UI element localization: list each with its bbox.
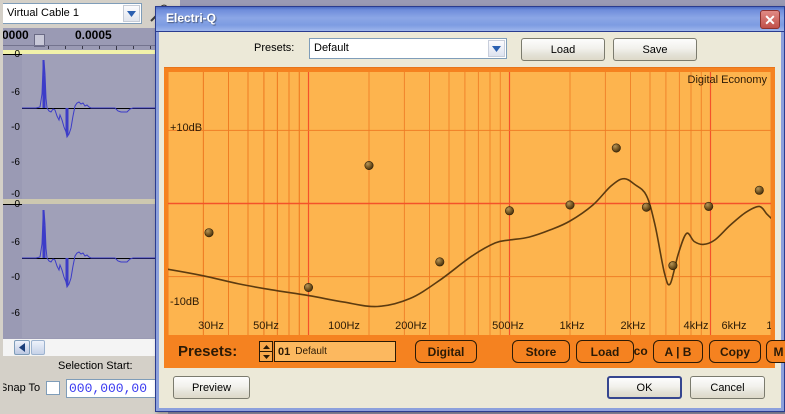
scrollbar-thumb[interactable] (31, 340, 45, 355)
eq-preset-field[interactable]: 01 Default (274, 341, 396, 362)
eq-band-handle-band-9[interactable] (668, 261, 678, 271)
cancel-button[interactable]: Cancel (690, 376, 765, 399)
eq-presets-label: Presets: (178, 343, 238, 360)
plugin-panel: Digital Economy +10dB -10dB 30Hz 50Hz 10… (164, 67, 785, 368)
host-presets-label: Presets: (254, 42, 295, 54)
chevron-down-icon[interactable] (488, 40, 505, 57)
eq-band-handle-band-8[interactable] (641, 202, 651, 212)
ok-button[interactable]: OK (607, 376, 682, 399)
x-tick-label-6khz: 6kHz (721, 320, 747, 332)
m-button[interactable]: M (766, 340, 785, 363)
channel-separator (0, 199, 168, 204)
eq-band-handle-band-7[interactable] (611, 143, 621, 153)
ruler-label-0: 0.0000 (0, 28, 29, 42)
electri-q-dialog: Electri-Q ✕ Presets: Default Load Save (155, 6, 785, 412)
chevron-down-icon[interactable] (123, 5, 140, 22)
playhead-strip (0, 50, 168, 54)
chevron-left-icon[interactable] (14, 340, 30, 355)
host-save-button[interactable]: Save (613, 38, 697, 61)
channel1-axis-label-4: -0 (11, 189, 20, 200)
channel1-axis-label-2: -0 (11, 122, 20, 133)
host-load-button[interactable]: Load (521, 38, 605, 61)
channel1-axis-label-3: -6 (11, 157, 20, 168)
eq-graph[interactable]: Digital Economy +10dB -10dB 30Hz 50Hz 10… (168, 72, 771, 335)
x-tick-label-4khz: 4kHz (683, 320, 709, 332)
load-button[interactable]: Load (576, 340, 634, 363)
x-tick-label-10khz: 10kHz (766, 320, 771, 332)
eq-preset-number: 01 (278, 345, 291, 358)
x-tick-label-100hz: 100Hz (328, 320, 360, 332)
eq-band-handle-band-10[interactable] (704, 201, 714, 211)
ruler-baseline (0, 45, 168, 46)
dialog-footer: Preview OK Cancel (159, 368, 781, 408)
eq-band-handle-band-11[interactable] (754, 185, 764, 195)
eq-response-plot[interactable] (168, 72, 771, 335)
host-presets-combo[interactable]: Default (309, 38, 507, 59)
eq-toolbar: Presets: 01 Default Digi (164, 336, 785, 368)
spinner-up-icon[interactable] (260, 342, 272, 351)
eq-band-handle-band-6[interactable] (565, 200, 575, 210)
channel2-axis-label-2: -0 (11, 272, 20, 283)
channel1-axis-label-0: 0 (14, 49, 20, 60)
x-tick-label-1khz: 1kHz (559, 320, 585, 332)
ruler-thumb[interactable] (34, 34, 45, 47)
selection-start-label: Selection Start: (58, 360, 133, 372)
close-icon[interactable]: ✕ (760, 10, 780, 29)
y-tick-label-plus10: +10dB (170, 122, 203, 134)
channel2-axis-label-0: 0 (14, 199, 20, 210)
waveform-channel-1[interactable]: 0 -6 -0 -6 -0 (0, 49, 168, 200)
copy-button[interactable]: Copy (709, 340, 761, 363)
device-combo-value: Virtual Cable 1 (7, 7, 79, 19)
store-button[interactable]: Store (512, 340, 570, 363)
spinner-down-icon[interactable] (260, 352, 272, 361)
snap-to-label: Snap To (0, 382, 41, 394)
channel2-axis-label-1: -6 (11, 237, 20, 248)
digital-button[interactable]: Digital (415, 340, 477, 363)
x-tick-label-500hz: 500Hz (492, 320, 524, 332)
device-combo[interactable]: Virtual Cable 1 (2, 3, 142, 24)
host-presets-row: Presets: Default Load Save (159, 32, 781, 65)
x-tick-label-50hz: 50Hz (253, 320, 279, 332)
channel1-waveform[interactable] (22, 54, 168, 199)
dialog-titlebar[interactable]: Electri-Q ✕ (156, 7, 784, 32)
dialog-title: Electri-Q (166, 11, 217, 25)
eq-band-handle-band-3[interactable] (364, 161, 374, 171)
host-presets-value: Default (314, 42, 349, 54)
snap-to-checkbox[interactable] (46, 381, 60, 395)
dialog-body: Presets: Default Load Save Digital Econo… (156, 32, 785, 411)
channel2-waveform[interactable] (22, 204, 168, 338)
spinner-divider (260, 351, 272, 352)
ruler-label-1: 0.0005 (75, 28, 112, 42)
eq-band-handle-band-4[interactable] (435, 257, 445, 267)
channel2-axis-label-3: -6 (11, 308, 20, 319)
status-bar: Selection Start: Snap To 000,000,00 (0, 356, 168, 414)
x-tick-label-30hz: 30Hz (198, 320, 224, 332)
waveform-channel-2[interactable]: 0 -6 -0 -6 (0, 199, 168, 338)
y-tick-label-minus10: -10dB (170, 296, 200, 308)
selection-start-field[interactable]: 000,000,00 (66, 379, 168, 398)
device-toolbar: Virtual Cable 1 (0, 0, 180, 28)
eq-band-handle-band-2[interactable] (304, 283, 314, 293)
preset-spinner[interactable] (259, 341, 273, 362)
ab-button[interactable]: A | B (653, 340, 703, 363)
eq-band-handle-band-1[interactable] (204, 228, 214, 238)
timeline-ruler[interactable]: 0.0000 0.0005 (0, 28, 168, 51)
preview-button[interactable]: Preview (173, 376, 250, 399)
channel1-axis-label-1: -6 (11, 87, 20, 98)
eq-band-handle-band-5[interactable] (504, 206, 514, 216)
eq-preset-name: Default (295, 346, 327, 357)
window-left-edge (0, 0, 3, 414)
plugin-watermark: Digital Economy (687, 74, 767, 86)
x-tick-label-200hz: 200Hz (395, 320, 427, 332)
x-tick-label-2khz: 2kHz (620, 320, 646, 332)
